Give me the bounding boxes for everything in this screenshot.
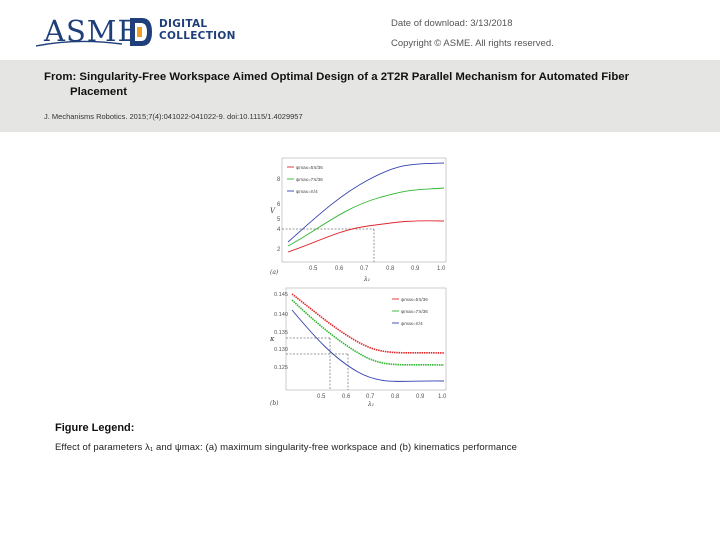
panel-a-xtick: 1.0 xyxy=(437,266,446,272)
panel-a-frame xyxy=(281,157,447,263)
article-title-line1: From: Singularity-Free Workspace Aimed O… xyxy=(44,71,630,83)
panel-b-ytick: 0.125 xyxy=(274,365,288,371)
panel-a-xtick: 0.5 xyxy=(309,266,318,272)
panel-b-ytick: 0.135 xyxy=(274,330,288,336)
digital-collection-mark-icon xyxy=(130,18,152,46)
logo-digital-collection: DIGITAL COLLECTION xyxy=(159,18,236,42)
panel-b-xtick: 0.7 xyxy=(366,394,375,400)
logo-digital-line: DIGITAL xyxy=(159,18,208,30)
panel-a-xtick: 0.7 xyxy=(360,266,369,272)
panel-a-ytick: 4 xyxy=(277,227,281,233)
panel-b-ylabel: κ xyxy=(269,335,275,343)
asme-logo: ASME DIGITAL COLLECTION xyxy=(36,14,246,52)
copyright-notice: Copyright © ASME. All rights reserved. xyxy=(391,38,554,49)
panel-b-xtick: 0.6 xyxy=(342,394,351,400)
panel-a: V 8 6 5 4 2 0.5 0.6 0.7 0.8 0.9 1.0 (a) … xyxy=(270,157,447,283)
download-date: Date of download: 3/13/2018 xyxy=(391,18,513,29)
title-band xyxy=(0,60,720,132)
panel-b-xtick: 0.5 xyxy=(317,394,326,400)
panel-a-label: (a) xyxy=(270,269,279,276)
panel-b-legend-item: ψmax=7π/36 xyxy=(401,309,428,314)
panel-b-legend-item: ψmax=π/4 xyxy=(401,321,423,326)
panel-b-green-curve xyxy=(291,299,445,366)
panel-a-ytick: 2 xyxy=(277,247,281,253)
panel-a-legend: ψmax=5π/36 ψmax=7π/36 ψmax=π/4 xyxy=(287,165,323,194)
panel-a-legend-item: ψmax=5π/36 xyxy=(296,165,323,170)
panel-a-legend-item: ψmax=7π/36 xyxy=(296,177,323,182)
logo-swoosh-icon xyxy=(36,40,122,47)
panel-a-red-curve xyxy=(287,220,445,253)
panel-a-xtick: 0.6 xyxy=(335,266,344,272)
panel-a-ytick: 5 xyxy=(277,217,281,223)
figure-legend-heading: Figure Legend: xyxy=(55,422,135,434)
panel-a-legend-item: ψmax=π/4 xyxy=(296,189,318,194)
panel-b: κ 0.145 0.140 0.135 0.130 0.125 0.5 0.6 … xyxy=(269,287,447,408)
panel-b-ytick: 0.130 xyxy=(274,347,288,353)
panel-b-red-curve xyxy=(291,293,445,354)
logo-asme-text: ASME xyxy=(44,14,140,48)
panel-b-legend-item: ψmax=5π/36 xyxy=(401,297,428,302)
panel-b-ytick: 0.140 xyxy=(274,312,288,318)
panel-a-green-curve xyxy=(287,187,445,247)
figure-legend-text: Effect of parameters λ₁ and ψmax: (a) ma… xyxy=(55,442,518,453)
figure-image: V 8 6 5 4 2 0.5 0.6 0.7 0.8 0.9 1.0 (a) … xyxy=(258,150,458,408)
download-meta: Date of download: 3/13/2018 Copyright © … xyxy=(391,14,554,54)
panel-b-xtick: 1.0 xyxy=(438,394,447,400)
panel-b-legend: ψmax=5π/36 ψmax=7π/36 ψmax=π/4 xyxy=(392,297,428,326)
article-title-line2: Placement xyxy=(70,86,127,98)
article-citation: J. Mechanisms Robotics. 2015;7(4):041022… xyxy=(44,112,303,121)
panel-b-ytick: 0.145 xyxy=(274,292,288,298)
panel-a-blue-curve xyxy=(287,162,445,243)
article-title: From: Singularity-Free Workspace Aimed O… xyxy=(44,70,684,100)
panel-a-ylabel: V xyxy=(270,207,276,215)
panel-b-blue-curve xyxy=(291,309,445,382)
panel-a-xtick: 0.8 xyxy=(386,266,395,272)
panel-b-xtick: 0.9 xyxy=(416,394,425,400)
panel-a-xtick: 0.9 xyxy=(411,266,420,272)
figure-svg: V 8 6 5 4 2 0.5 0.6 0.7 0.8 0.9 1.0 (a) … xyxy=(258,150,458,408)
panel-a-ytick: 6 xyxy=(277,202,281,208)
panel-b-xlabel: λ₁ xyxy=(367,401,374,408)
panel-b-label: (b) xyxy=(270,400,279,407)
panel-b-xtick: 0.8 xyxy=(391,394,400,400)
panel-a-guide-lines xyxy=(282,228,375,262)
logo-collection-line: COLLECTION xyxy=(159,30,236,42)
panel-b-frame xyxy=(285,287,447,391)
panel-b-guide-lines xyxy=(286,337,349,390)
panel-a-xlabel: λ₁ xyxy=(363,276,370,283)
panel-a-ytick: 8 xyxy=(277,177,281,183)
